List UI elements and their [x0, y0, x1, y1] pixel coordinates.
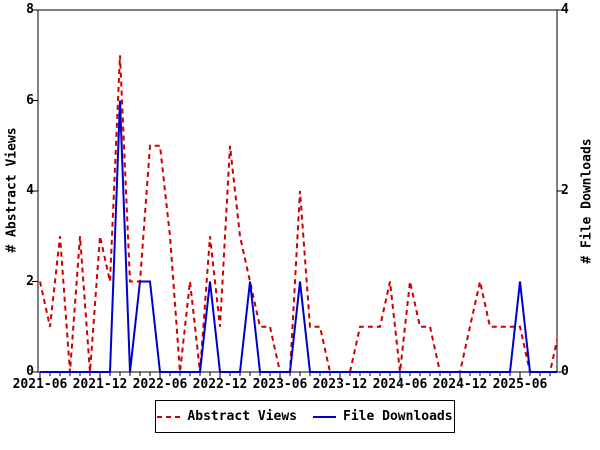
tick-label: 2023-12 — [312, 377, 368, 392]
tick-label: 8 — [26, 2, 34, 17]
tick-label: 2 — [561, 183, 569, 198]
tick-label: 0 — [26, 364, 34, 379]
series-line-abstract-views — [39, 55, 557, 373]
left-axis-title: # Abstract Views — [4, 127, 20, 253]
legend-label-file-downloads: File Downloads — [343, 409, 453, 424]
right-axis-title: # File Downloads — [579, 138, 595, 264]
legend-label-abstract-views: Abstract Views — [187, 409, 297, 424]
tick-label: 2025-06 — [492, 377, 548, 392]
tick-label: 2022-06 — [132, 377, 188, 392]
tick-label: 2022-12 — [192, 377, 248, 392]
series-line-file-downloads — [40, 100, 557, 373]
tick-label: 6 — [26, 92, 34, 108]
tick-label: 0 — [561, 364, 569, 379]
tick-label: 4 — [561, 2, 569, 17]
tick-label: 2021-12 — [72, 377, 128, 392]
legend: Abstract Views File Downloads — [155, 400, 455, 433]
tick-label: 2023-06 — [252, 377, 308, 392]
tick-label: 2024-06 — [372, 377, 428, 392]
tick-label: 4 — [26, 183, 34, 198]
legend-item-abstract-views: Abstract Views — [157, 409, 297, 424]
tick-label: 2021-06 — [12, 377, 68, 392]
solid-line-sample-icon — [313, 415, 336, 418]
tick-label: 2 — [26, 273, 34, 289]
legend-item-file-downloads: File Downloads — [313, 409, 453, 424]
dashed-line-sample-icon — [157, 415, 181, 418]
tick-label: 2024-12 — [432, 377, 488, 392]
